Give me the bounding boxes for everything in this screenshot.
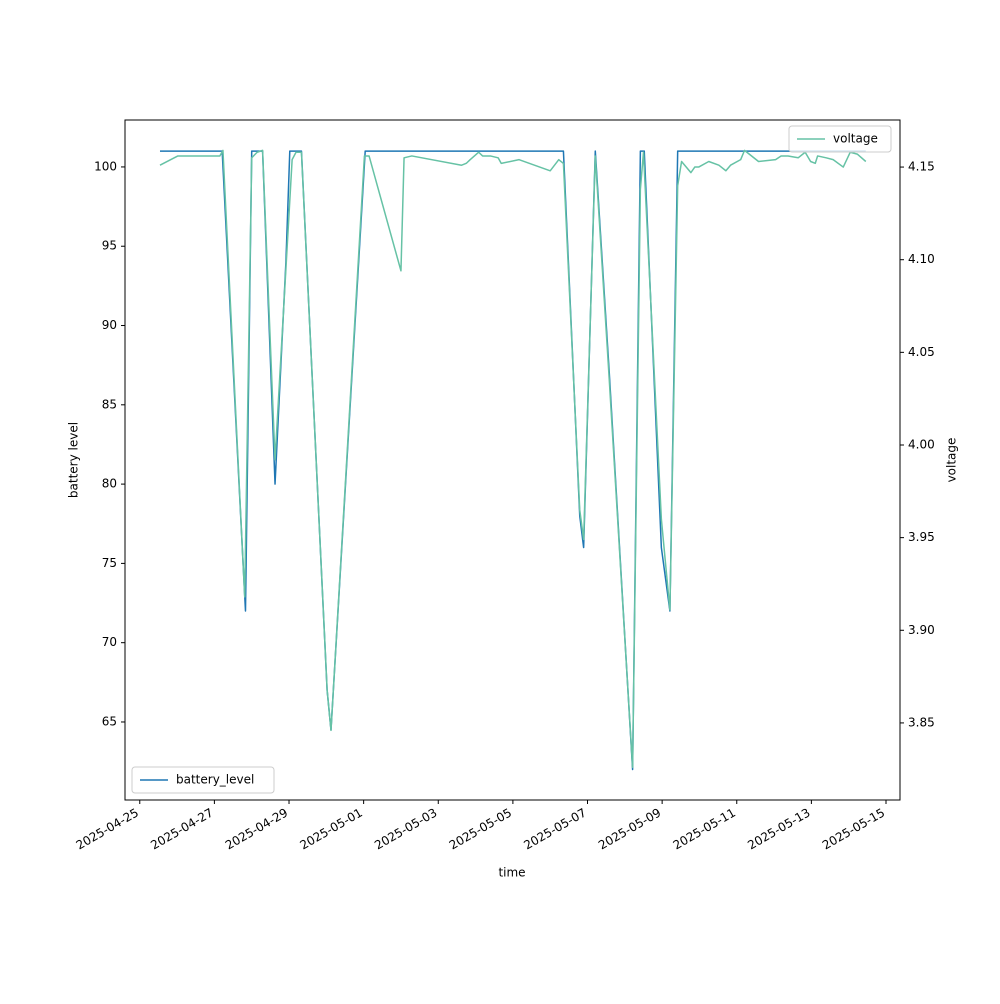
y-tick-label: 95 xyxy=(102,239,117,253)
y2-tick-label: 3.95 xyxy=(908,530,935,544)
y2-tick-label: 4.00 xyxy=(908,437,935,451)
y-tick-label: 100 xyxy=(94,159,117,173)
y-tick-label: 65 xyxy=(102,714,117,728)
y2-tick-label: 3.90 xyxy=(908,623,935,637)
legend: battery_level xyxy=(131,766,275,794)
y2-tick-label: 3.85 xyxy=(908,715,935,729)
y2-tick-label: 4.15 xyxy=(908,160,935,174)
legend-box xyxy=(788,125,892,153)
legend-label: voltage xyxy=(833,132,878,146)
y-tick-label: 90 xyxy=(102,318,117,332)
y2-axis-label: voltage xyxy=(945,438,959,483)
y2-tick-label: 4.05 xyxy=(908,345,935,359)
x-axis-label: time xyxy=(498,866,525,880)
legend-box xyxy=(131,766,275,794)
y-tick-label: 85 xyxy=(102,397,117,411)
y-tick-label: 80 xyxy=(102,477,117,491)
y2-tick-label: 4.10 xyxy=(908,252,935,266)
y-tick-label: 75 xyxy=(102,556,117,570)
legend-label: battery_level xyxy=(176,773,254,787)
legend: voltage xyxy=(788,125,892,153)
y-axis-label: battery level xyxy=(67,422,81,498)
axes-frame xyxy=(124,119,901,801)
data-line xyxy=(159,149,867,769)
y-tick-label: 70 xyxy=(102,635,117,649)
